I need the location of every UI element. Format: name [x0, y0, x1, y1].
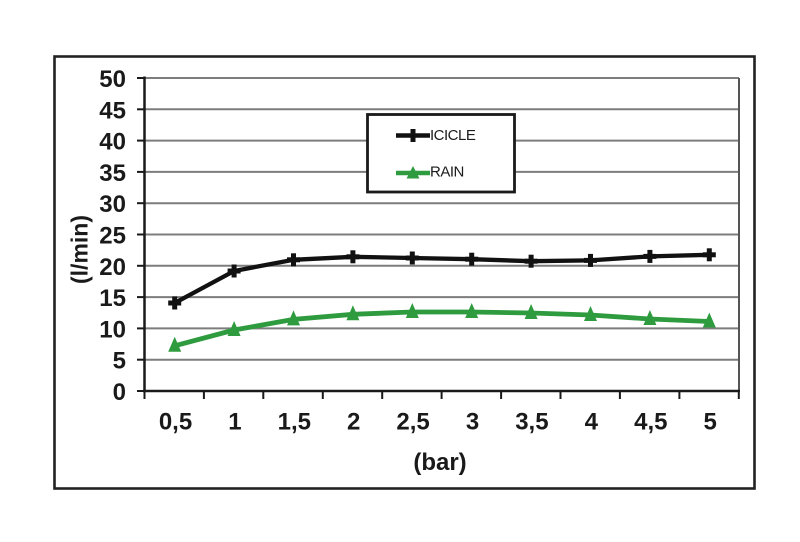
svg-text:1,5: 1,5 [278, 409, 311, 436]
svg-text:35: 35 [99, 160, 126, 187]
svg-text:3: 3 [466, 409, 479, 436]
svg-text:(bar): (bar) [413, 449, 466, 476]
svg-text:10: 10 [99, 316, 126, 343]
svg-text:0,5: 0,5 [159, 409, 192, 436]
svg-text:1: 1 [228, 409, 241, 436]
svg-text:45: 45 [99, 97, 126, 124]
svg-text:5: 5 [113, 348, 126, 375]
svg-text:40: 40 [99, 129, 126, 156]
svg-text:ICICLE: ICICLE [430, 127, 476, 144]
svg-text:RAIN: RAIN [430, 164, 464, 181]
svg-text:30: 30 [99, 191, 126, 218]
svg-text:(l/min): (l/min) [67, 215, 93, 284]
svg-text:4: 4 [585, 409, 599, 436]
svg-text:4,5: 4,5 [634, 409, 667, 436]
svg-text:50: 50 [99, 66, 126, 93]
svg-text:3,5: 3,5 [515, 409, 548, 436]
svg-text:25: 25 [99, 223, 126, 250]
svg-text:15: 15 [99, 285, 126, 312]
svg-text:2: 2 [347, 409, 360, 436]
svg-text:5: 5 [704, 409, 717, 436]
svg-text:2,5: 2,5 [396, 409, 429, 436]
svg-text:0: 0 [113, 379, 126, 406]
svg-text:20: 20 [99, 254, 126, 281]
